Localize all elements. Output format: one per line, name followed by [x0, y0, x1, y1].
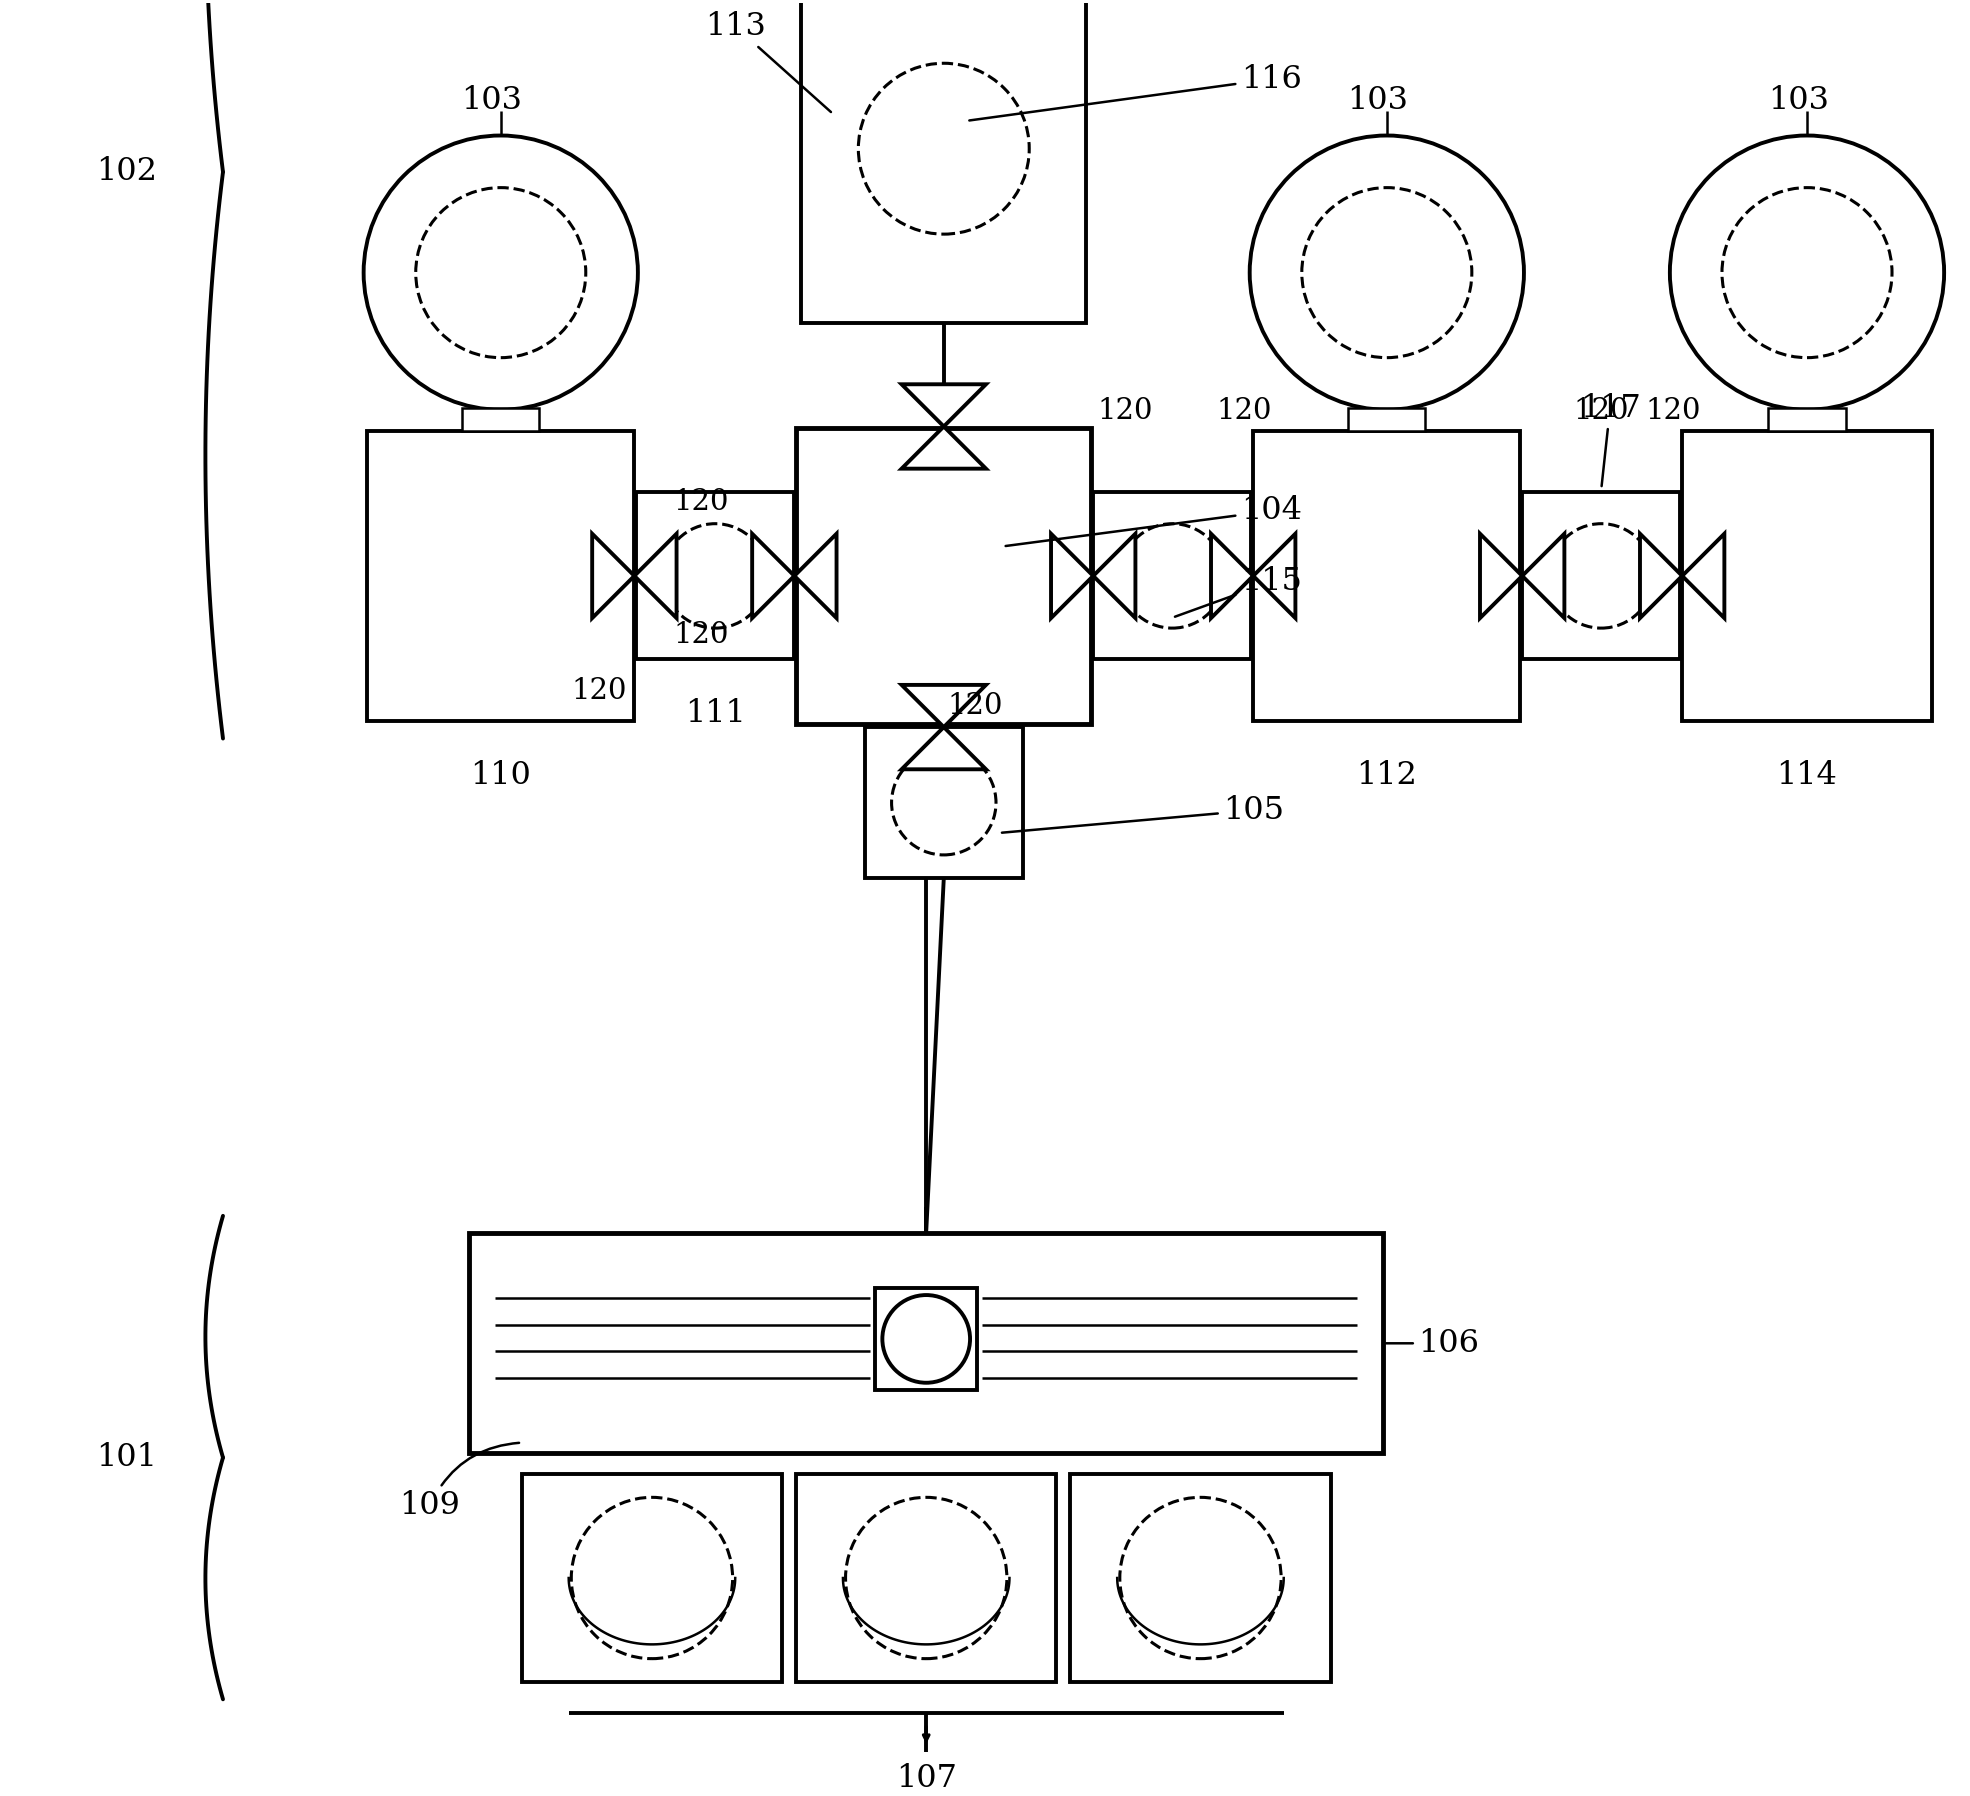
Circle shape: [364, 135, 638, 409]
Polygon shape: [1523, 533, 1564, 618]
Polygon shape: [753, 533, 794, 618]
Bar: [1093, 492, 1251, 659]
Text: 111: 111: [686, 699, 745, 729]
Bar: [875, 1288, 977, 1390]
Text: 120: 120: [674, 621, 729, 648]
Circle shape: [1671, 135, 1944, 409]
Circle shape: [883, 1295, 969, 1383]
Bar: [366, 431, 634, 720]
Polygon shape: [1212, 533, 1253, 618]
Text: 107: 107: [896, 1762, 957, 1794]
Text: 116: 116: [969, 63, 1302, 120]
Polygon shape: [593, 533, 634, 618]
Text: 103: 103: [1347, 84, 1409, 117]
Text: 103: 103: [461, 84, 522, 117]
Polygon shape: [902, 384, 985, 426]
Text: 106: 106: [1387, 1327, 1479, 1360]
Bar: [463, 408, 540, 431]
Bar: [865, 727, 1022, 878]
Text: 120: 120: [1574, 397, 1629, 424]
Text: 115: 115: [1174, 566, 1302, 616]
Circle shape: [1249, 135, 1525, 409]
Bar: [1682, 431, 1933, 720]
Text: 103: 103: [1767, 84, 1828, 117]
Text: 110: 110: [471, 760, 532, 790]
Bar: [522, 1475, 782, 1681]
Bar: [802, 0, 1085, 323]
Polygon shape: [902, 727, 985, 769]
Polygon shape: [1479, 533, 1523, 618]
Text: 120: 120: [1645, 397, 1702, 424]
Text: 120: 120: [1217, 397, 1273, 424]
Polygon shape: [1052, 533, 1093, 618]
Bar: [636, 492, 794, 659]
Polygon shape: [1253, 533, 1296, 618]
Polygon shape: [794, 533, 837, 618]
Text: 120: 120: [571, 677, 626, 706]
Bar: [1347, 408, 1426, 431]
Text: 120: 120: [674, 489, 729, 515]
Polygon shape: [1682, 533, 1724, 618]
Text: 104: 104: [1005, 496, 1302, 546]
Bar: [1523, 492, 1680, 659]
Bar: [1253, 431, 1521, 720]
Polygon shape: [902, 684, 985, 727]
Bar: [796, 427, 1091, 724]
Text: 113: 113: [705, 11, 831, 111]
Text: 101: 101: [97, 1442, 158, 1473]
Text: 120: 120: [948, 691, 1003, 720]
Bar: [1769, 408, 1846, 431]
Text: 102: 102: [97, 156, 158, 187]
Polygon shape: [1639, 533, 1682, 618]
Polygon shape: [634, 533, 676, 618]
Bar: [796, 1475, 1056, 1681]
Polygon shape: [1093, 533, 1135, 618]
Bar: [1070, 1475, 1330, 1681]
Text: 120: 120: [1097, 397, 1152, 424]
Polygon shape: [902, 426, 985, 469]
Text: 114: 114: [1777, 760, 1838, 790]
Text: 105: 105: [1003, 796, 1284, 833]
Bar: [469, 1234, 1383, 1453]
Text: 117: 117: [1580, 393, 1641, 487]
Text: 112: 112: [1357, 760, 1416, 790]
Text: 109: 109: [400, 1442, 518, 1521]
